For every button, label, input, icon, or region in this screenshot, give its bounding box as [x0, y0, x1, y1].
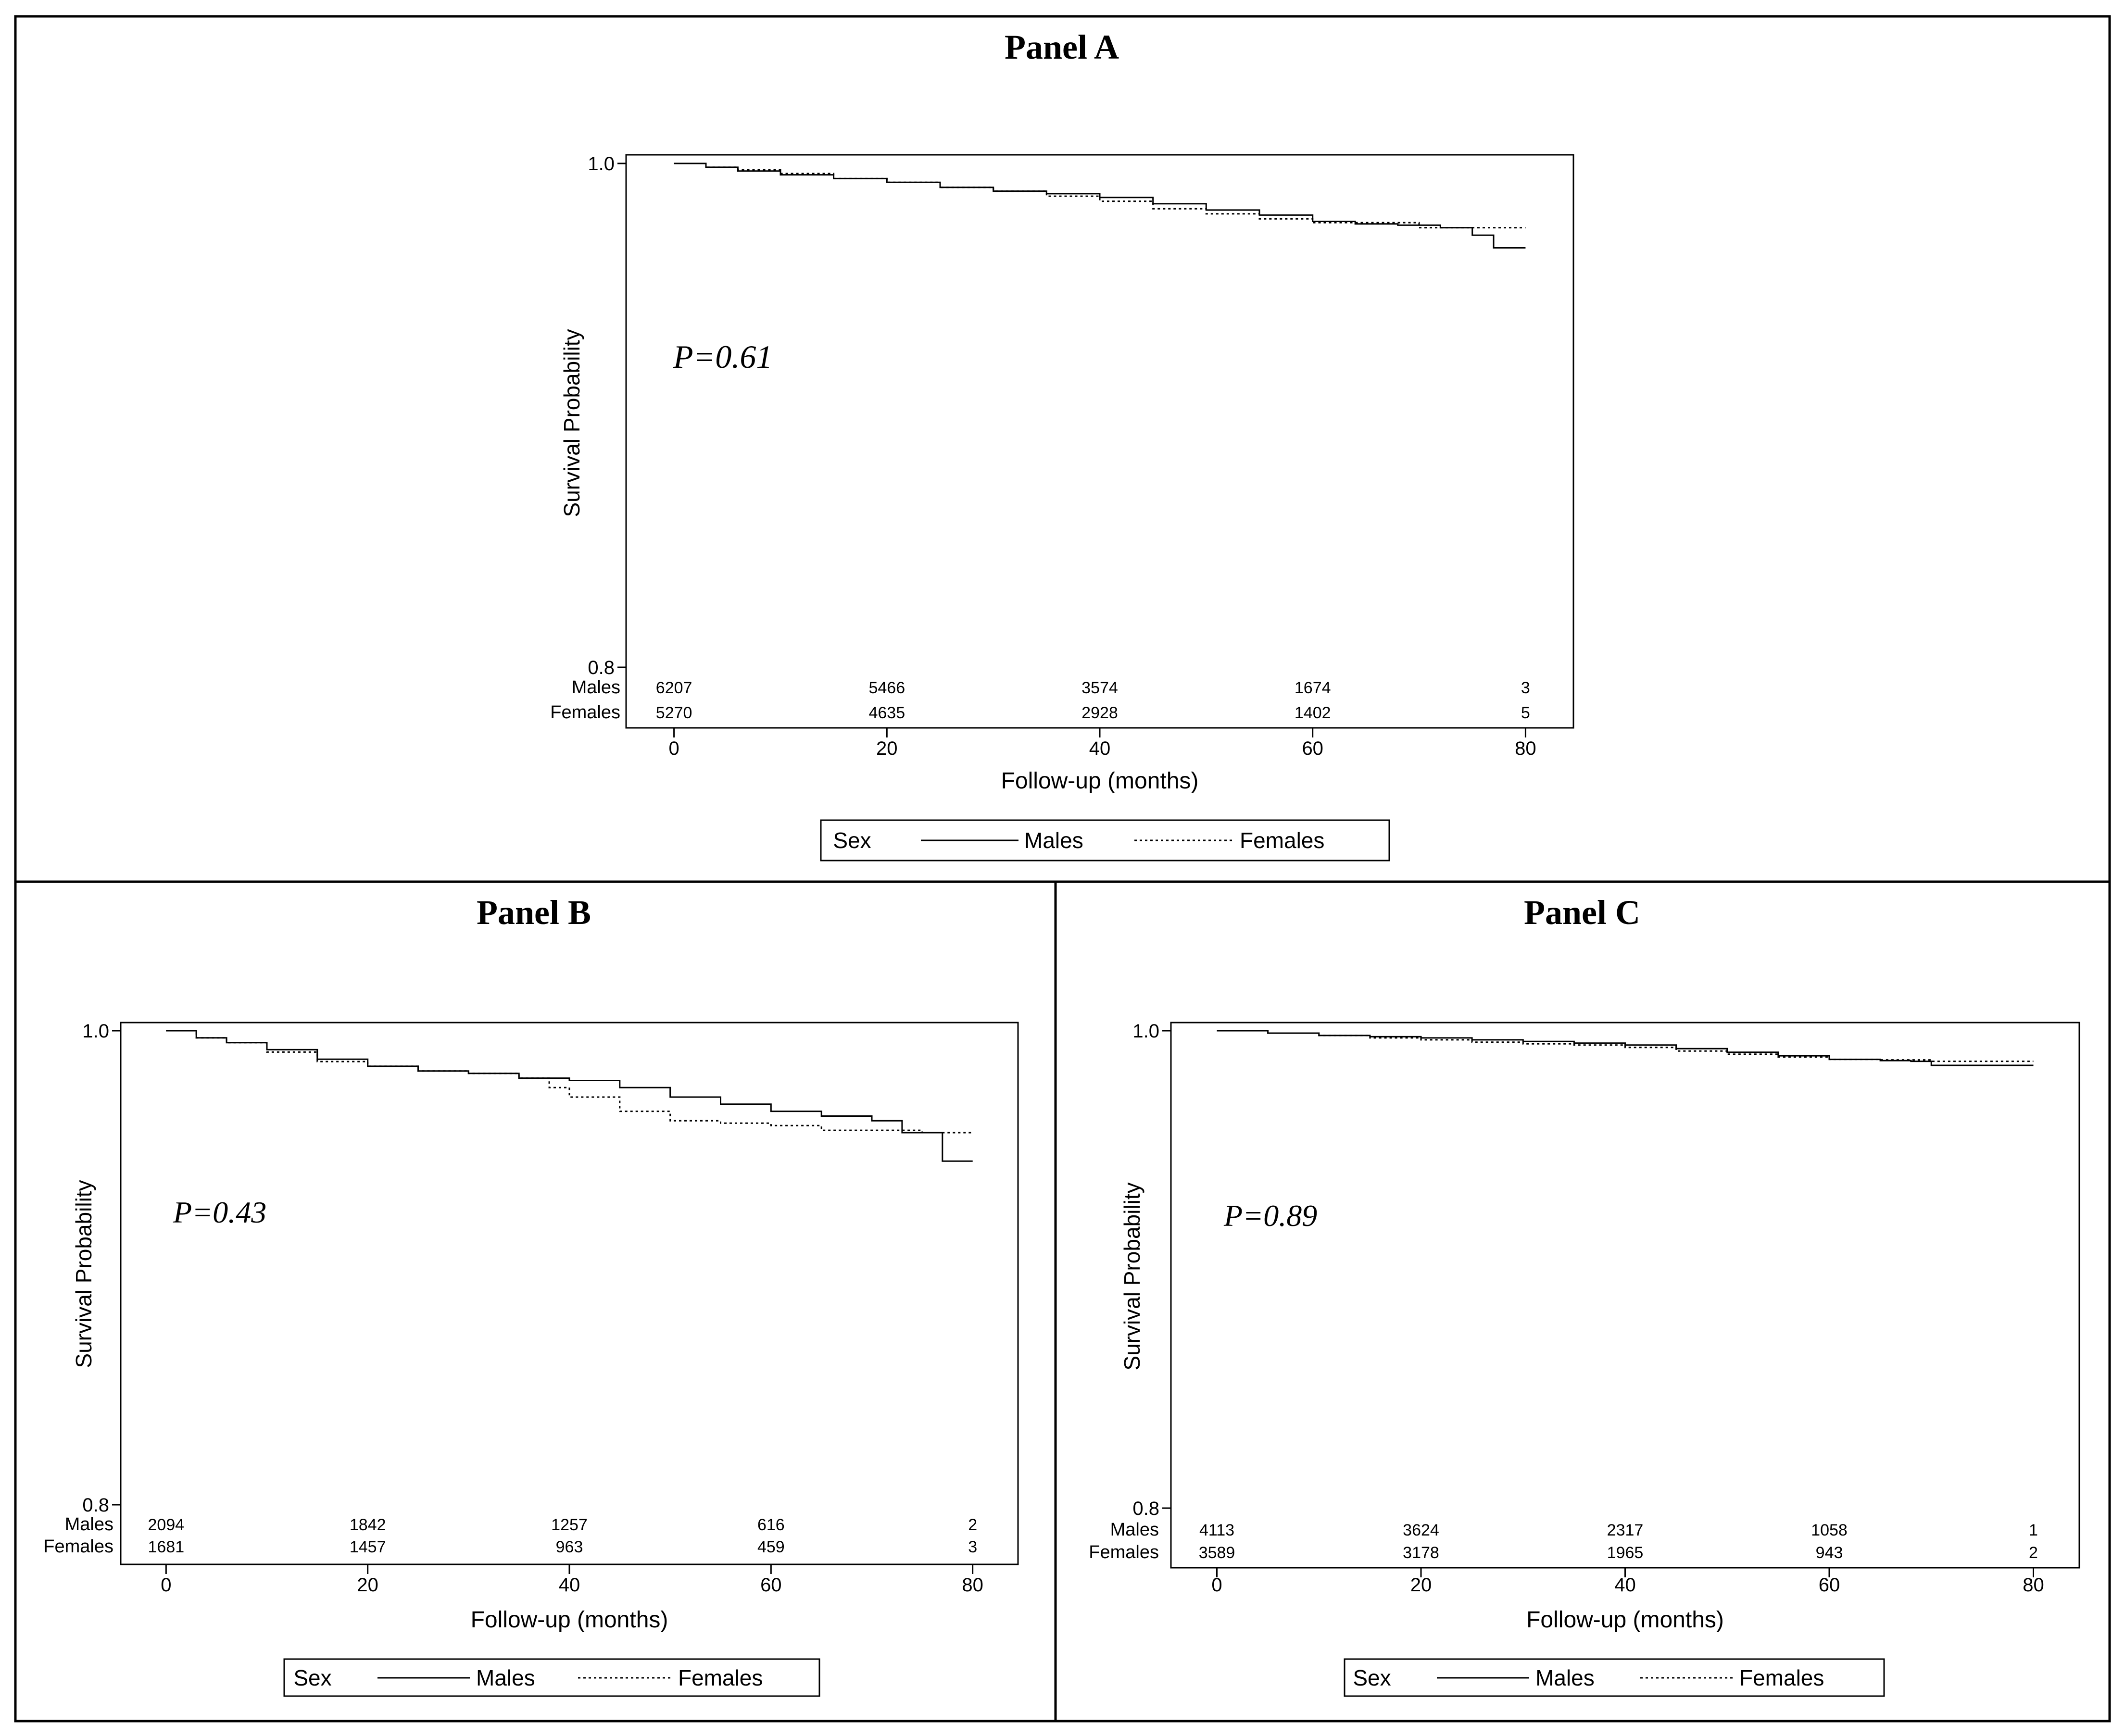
legend-females-label: Females	[1240, 828, 1324, 853]
risk-count: 1	[2029, 1521, 2038, 1539]
legend-box	[283, 1658, 820, 1697]
males-survival-curve	[1217, 1030, 2034, 1066]
risk-count: 5	[1521, 704, 1530, 722]
risk-count: 1402	[1295, 704, 1331, 722]
risk-row-label: Males	[1110, 1520, 1159, 1540]
risk-count: 459	[757, 1538, 785, 1556]
risk-count: 2	[968, 1516, 977, 1534]
risk-count: 2	[2029, 1544, 2038, 1562]
panel-b: Panel B 0.8 1.0 0 20 40 60 80 Follow-up (months)…	[43, 893, 1019, 1697]
x-tick-label: 20	[1410, 1574, 1432, 1596]
risk-count: 1965	[1607, 1544, 1644, 1562]
x-tick-label: 60	[760, 1574, 782, 1596]
x-tick-label: 60	[1302, 738, 1323, 759]
p-value-annotation: P=0.61	[673, 338, 772, 375]
x-axis-label: Follow-up (months)	[1001, 768, 1199, 794]
risk-count: 1457	[350, 1538, 386, 1556]
risk-count: 3	[1521, 679, 1530, 697]
x-tick-label: 80	[1515, 738, 1536, 759]
x-tick-label: 0	[1211, 1574, 1222, 1596]
y-tick-label: 1.0	[588, 153, 615, 175]
risk-count: 3	[968, 1538, 977, 1556]
risk-count: 2928	[1081, 704, 1118, 722]
panel-title: Panel B	[477, 893, 591, 932]
x-tick-label: 40	[1089, 738, 1111, 759]
risk-row-label: Females	[1089, 1542, 1159, 1562]
legend-males-label: Males	[1535, 1665, 1595, 1690]
risk-count: 6207	[656, 679, 692, 697]
females-survival-curve	[674, 162, 1526, 229]
p-value-annotation: P=0.89	[1223, 1199, 1317, 1233]
y-tick-label: 0.8	[1132, 1498, 1159, 1519]
x-tick-label: 80	[962, 1574, 983, 1596]
x-tick-label: 60	[1819, 1574, 1840, 1596]
y-tick-label: 0.8	[588, 657, 615, 678]
risk-row-label: Males	[65, 1514, 113, 1535]
risk-count: 2317	[1607, 1521, 1644, 1539]
risk-count: 1058	[1811, 1521, 1848, 1539]
legend-females-label: Females	[1739, 1665, 1824, 1690]
risk-count: 5466	[868, 679, 905, 697]
legend-title: Sex	[1353, 1665, 1391, 1690]
risk-count: 3178	[1403, 1544, 1439, 1562]
risk-count: 5270	[656, 704, 692, 722]
x-axis-label: Follow-up (months)	[471, 1607, 668, 1633]
legend-males-label: Males	[476, 1665, 535, 1690]
risk-count: 1842	[350, 1516, 386, 1534]
legend-title: Sex	[833, 828, 871, 853]
risk-row-label: Males	[572, 677, 620, 698]
panel-a: Panel A 0.8 1.0 0 20 40 60 80 Follow-up (months)…	[550, 28, 1574, 862]
x-tick-label: 20	[357, 1574, 378, 1596]
females-survival-curve	[166, 1030, 973, 1134]
y-axis-label: Survival Probability	[559, 329, 584, 517]
risk-count: 4635	[868, 704, 905, 722]
legend-males-label: Males	[1024, 828, 1083, 853]
risk-count: 1257	[551, 1516, 588, 1534]
risk-count: 3589	[1199, 1544, 1235, 1562]
risk-count: 1681	[148, 1538, 185, 1556]
risk-count: 1674	[1295, 679, 1331, 697]
legend-title: Sex	[293, 1665, 331, 1690]
x-tick-label: 40	[1614, 1574, 1636, 1596]
x-tick-label: 0	[668, 738, 679, 759]
risk-count: 3574	[1081, 679, 1118, 697]
y-tick-label: 0.8	[82, 1495, 109, 1516]
risk-row-label: Females	[43, 1536, 113, 1557]
legend-box	[820, 819, 1390, 862]
x-tick-label: 20	[876, 738, 898, 759]
figure-frame	[14, 15, 2111, 1723]
risk-count: 963	[556, 1538, 583, 1556]
risk-row-label: Females	[550, 702, 620, 723]
panel-title: Panel A	[1005, 28, 1119, 66]
males-survival-curve	[674, 162, 1526, 249]
y-axis-label: Survival Probability	[1119, 1182, 1144, 1370]
x-tick-label: 40	[559, 1574, 580, 1596]
panel-title: Panel C	[1524, 893, 1640, 932]
risk-count: 4113	[1199, 1521, 1234, 1539]
risk-count: 616	[757, 1516, 785, 1534]
risk-count: 2094	[148, 1516, 185, 1534]
y-axis-label: Survival Probability	[71, 1180, 96, 1368]
legend-box	[1344, 1658, 1885, 1697]
x-tick-label: 0	[161, 1574, 171, 1596]
risk-count: 943	[1816, 1544, 1843, 1562]
panel-c: Panel C 0.8 1.0 0 20 40 60 80 Follow-up (months)…	[1089, 893, 2080, 1697]
legend-females-label: Females	[678, 1665, 763, 1690]
risk-count: 3624	[1403, 1521, 1439, 1539]
p-value-annotation: P=0.43	[173, 1195, 266, 1229]
x-axis-label: Follow-up (months)	[1526, 1607, 1724, 1633]
y-tick-label: 1.0	[82, 1021, 109, 1042]
y-tick-label: 1.0	[1132, 1021, 1159, 1042]
x-tick-label: 80	[2023, 1574, 2044, 1596]
males-survival-curve	[166, 1030, 973, 1162]
